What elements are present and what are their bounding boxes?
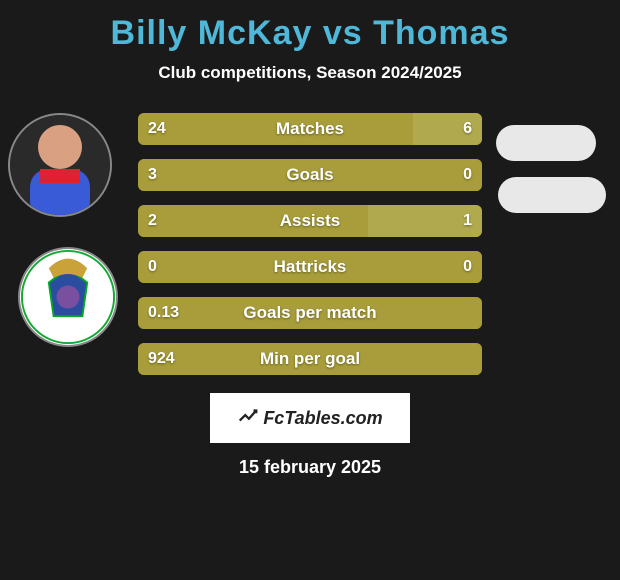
player2-pill-2 [498,177,606,213]
chart-icon [237,405,259,432]
stat-bars: 24 6 Matches 3 0 Goals 2 1 Assists 0 0 Hattricks 0.1… [138,113,482,375]
page-title: Billy McKay vs Thomas [0,0,620,53]
stat-label: Goals per match [243,303,376,323]
stat-value-left: 0.13 [148,304,179,322]
crest-icon [20,249,116,345]
stat-row-matches: 24 6 Matches [138,113,482,145]
brand-badge[interactable]: FcTables.com [210,393,410,443]
stat-value-left: 0 [148,258,157,276]
stat-value-right: 1 [463,212,472,230]
stat-label: Min per goal [260,349,360,369]
club-crest [18,247,118,347]
stat-label: Hattricks [274,257,347,277]
stat-label: Assists [280,211,340,231]
stat-value-right: 0 [463,166,472,184]
stat-label: Matches [276,119,344,139]
stat-row-hattricks: 0 0 Hattricks [138,251,482,283]
footer-date: 15 february 2025 [0,457,620,478]
person-photo-icon [10,115,110,215]
stat-row-assists: 2 1 Assists [138,205,482,237]
stat-row-goals: 3 0 Goals [138,159,482,191]
stat-value-right: 6 [463,120,472,138]
stat-value-left: 2 [148,212,157,230]
brand-text: FcTables.com [263,408,382,429]
stat-value-left: 24 [148,120,166,138]
comparison-panel: 24 6 Matches 3 0 Goals 2 1 Assists 0 0 Hattricks 0.1… [0,113,620,375]
stat-label: Goals [286,165,333,185]
stat-value-right: 0 [463,258,472,276]
stat-row-min-per-goal: 924 Min per goal [138,343,482,375]
stat-value-left: 924 [148,350,175,368]
player2-pill-1 [496,125,596,161]
stat-value-left: 3 [148,166,157,184]
player1-avatar [8,113,112,217]
page-subtitle: Club competitions, Season 2024/2025 [0,63,620,83]
stat-row-goals-per-match: 0.13 Goals per match [138,297,482,329]
